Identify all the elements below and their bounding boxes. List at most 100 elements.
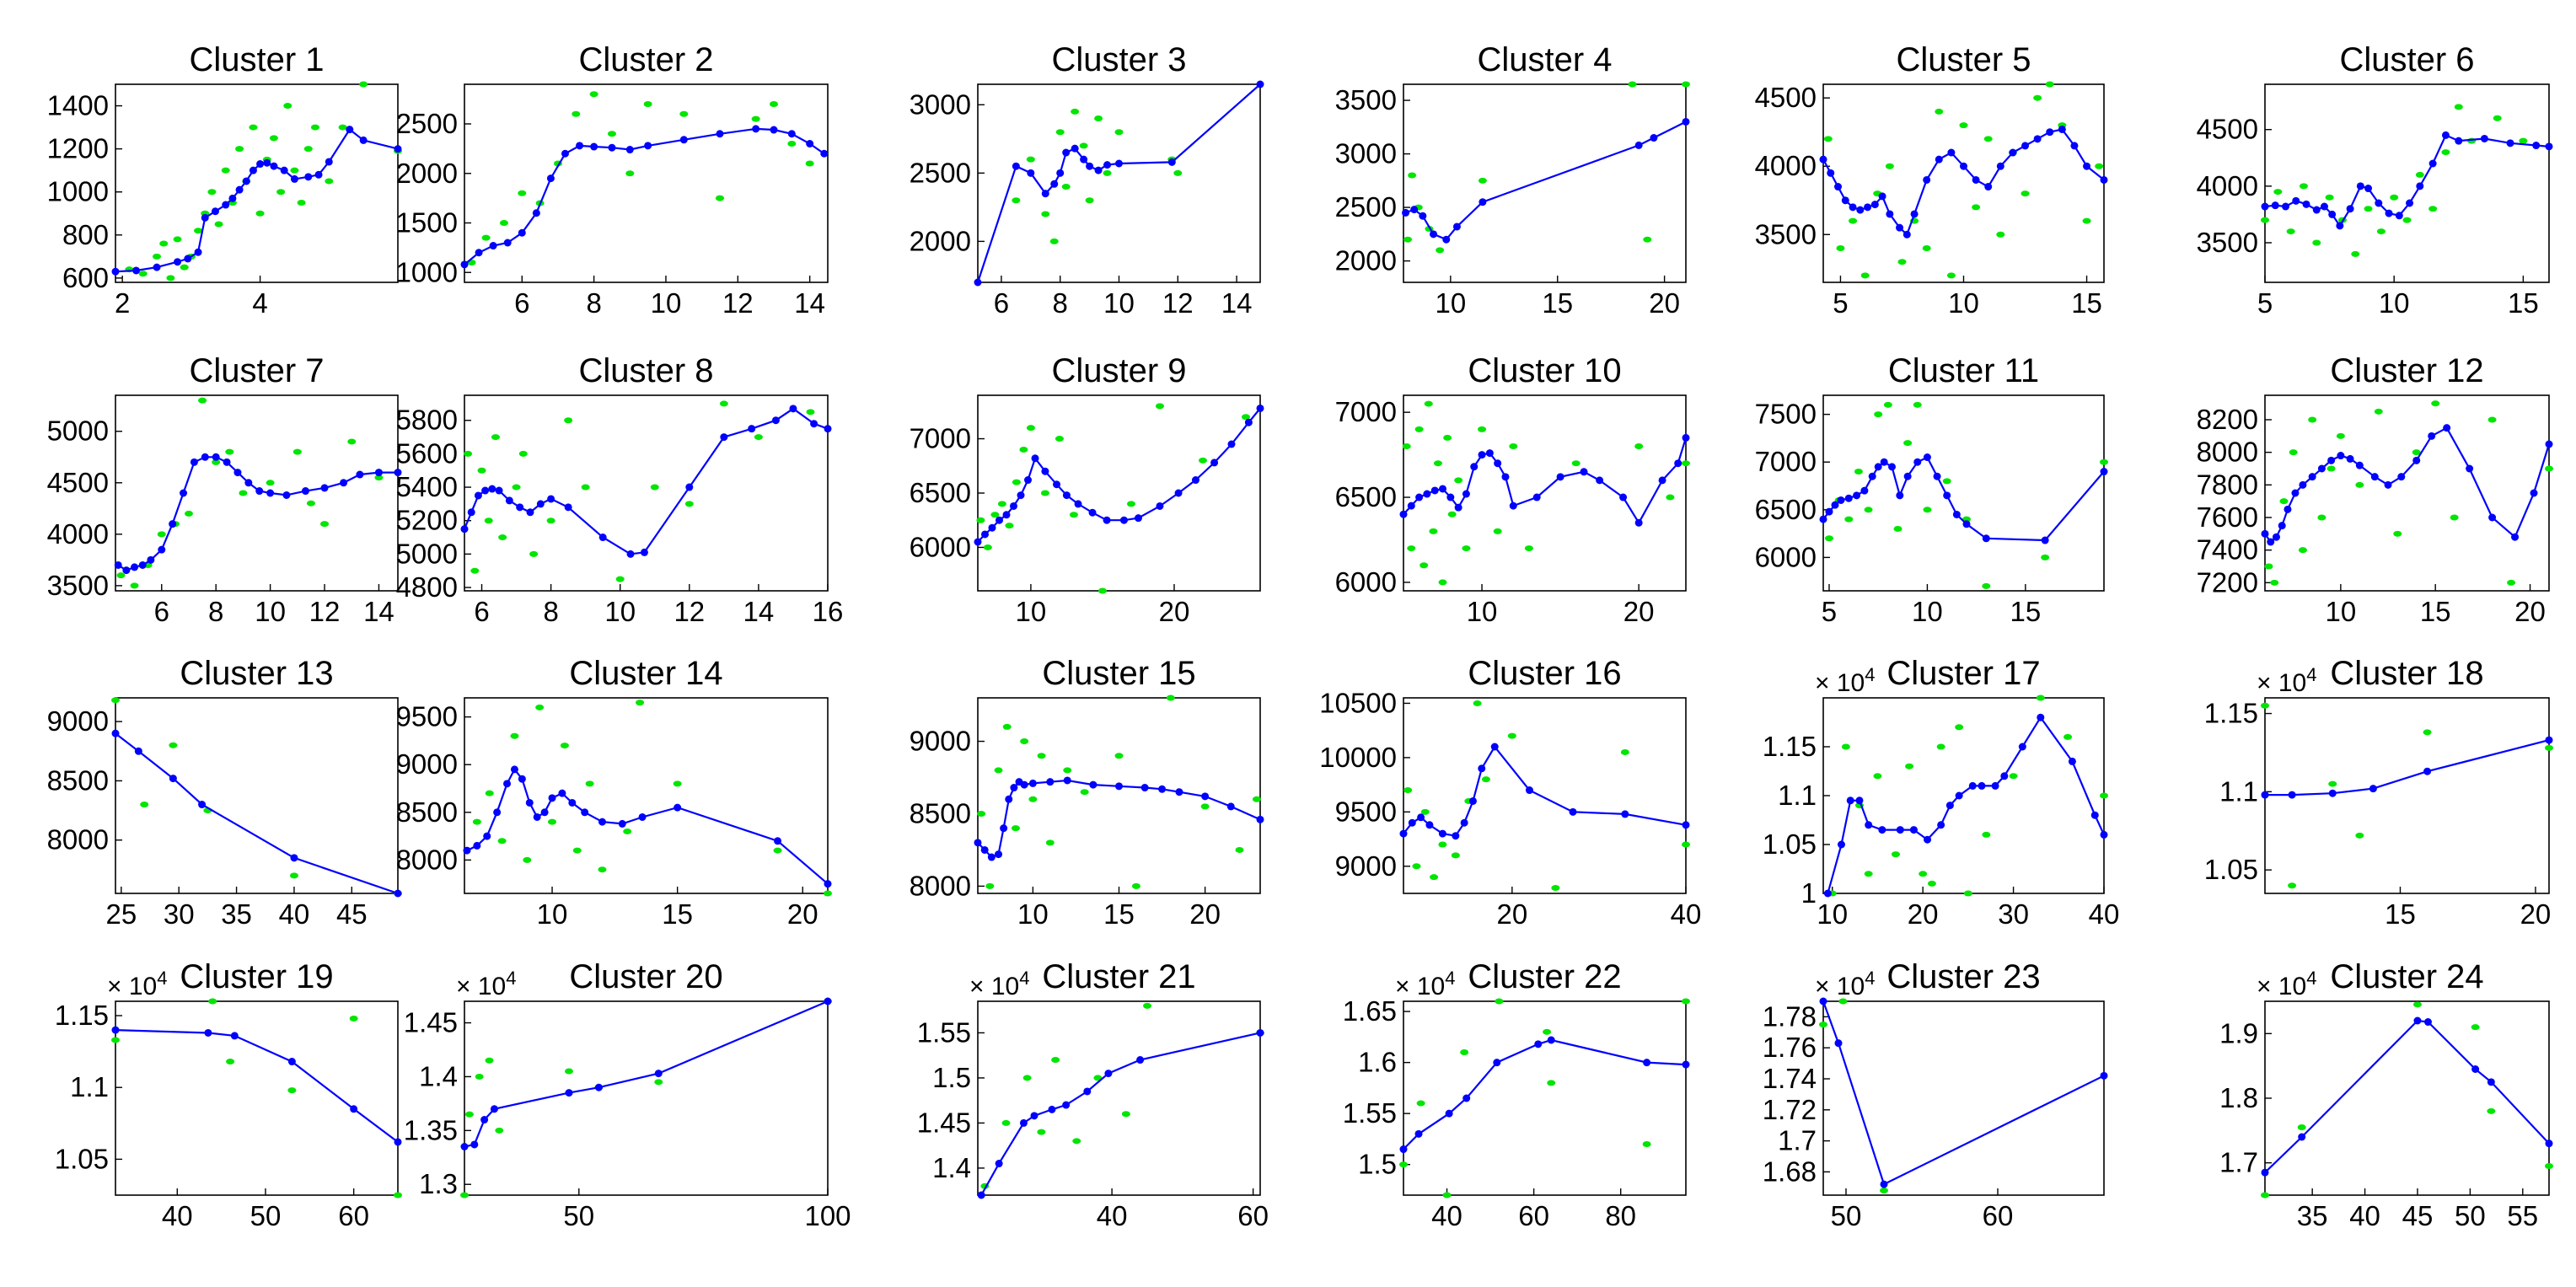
line-marker <box>1619 493 1628 501</box>
y-exponent-value: 4 <box>1019 968 1029 989</box>
series-line <box>2264 133 2550 228</box>
scatter-point <box>598 866 607 873</box>
line-marker <box>325 158 333 166</box>
y-tick-label: 4000 <box>47 518 109 550</box>
line-marker <box>716 130 724 138</box>
line-marker <box>974 839 982 847</box>
scatter-point <box>510 732 519 739</box>
axes-frame <box>977 697 1261 894</box>
line-marker <box>1041 467 1049 475</box>
y-tick-label: 3000 <box>1335 138 1397 169</box>
line-marker <box>204 1028 212 1037</box>
line-marker <box>1485 449 1494 458</box>
line-marker <box>2261 791 2269 799</box>
line-marker <box>1430 230 1438 239</box>
line-marker <box>1415 493 1424 501</box>
line-marker <box>1924 835 1932 844</box>
scatter-point <box>1080 789 1089 796</box>
y-tick-label: 3500 <box>1755 218 1817 249</box>
x-tick-label: 15 <box>2385 898 2416 930</box>
scatter-point <box>1682 460 1690 467</box>
scatter-point <box>572 847 582 854</box>
scatter-point <box>684 501 694 507</box>
line-marker <box>2100 1071 2108 1080</box>
x-tick-label: 5 <box>2257 287 2273 319</box>
line-marker <box>2532 142 2541 150</box>
x-tick-label: 40 <box>1431 1200 1462 1231</box>
line-marker <box>1846 796 1854 805</box>
line-marker <box>1417 813 1425 822</box>
line-marker <box>480 1116 489 1124</box>
line-marker <box>608 143 616 152</box>
y-tick-label: 1.45 <box>404 1007 458 1038</box>
scatter-point <box>1838 998 1848 1005</box>
line-marker <box>1509 501 1517 510</box>
line-marker <box>561 149 569 158</box>
scatter-point <box>1166 694 1175 701</box>
x-tick-label: 14 <box>743 596 775 627</box>
line-marker <box>2068 757 2076 765</box>
scatter-point <box>997 501 1006 507</box>
line-marker <box>244 479 253 487</box>
line-marker <box>111 729 120 737</box>
y-tick-label: 8000 <box>910 870 971 901</box>
line-marker <box>488 485 496 493</box>
line-marker <box>516 503 524 512</box>
y-tick-label: 4000 <box>1755 150 1817 181</box>
scatter-point <box>2312 239 2321 246</box>
line-marker <box>638 812 647 821</box>
line-marker <box>2506 139 2514 147</box>
scatter-point <box>754 434 763 441</box>
y-tick-label: 6000 <box>1755 541 1817 572</box>
subplot-21: Cluster 21 40 60 1.4 1.45 1.5 1.55 × 104 <box>917 958 1269 1231</box>
series-line <box>463 407 829 555</box>
scatter-point <box>2273 189 2283 196</box>
scatter-point <box>1841 743 1850 750</box>
line-marker <box>1020 780 1028 789</box>
line-marker <box>2385 209 2393 217</box>
line-marker <box>1158 785 1167 793</box>
line-marker <box>789 405 797 413</box>
line-marker <box>1650 134 1658 142</box>
x-tick-label: 14 <box>794 287 825 319</box>
scatter-point <box>1919 871 1928 877</box>
line-marker <box>2471 1065 2480 1073</box>
y-exponent-label: × 104 <box>107 968 167 1000</box>
scatter-point <box>1173 169 1183 176</box>
line-marker <box>473 841 481 850</box>
scatter-point <box>325 178 334 185</box>
x-tick-label: 16 <box>813 596 844 627</box>
line-marker <box>340 479 348 487</box>
scatter-point <box>1061 184 1071 190</box>
y-tick-label: 1.55 <box>917 1016 971 1048</box>
line-marker <box>211 207 219 216</box>
line-marker <box>2100 468 2108 476</box>
scatter-point <box>2431 400 2440 407</box>
scatter-point <box>518 450 528 457</box>
chart-title: Cluster 1 <box>189 41 324 78</box>
line-marker <box>2423 1018 2432 1027</box>
subplot-22: Cluster 22 40 60 80 1.5 1.55 1.6 1.65× 104 <box>1343 958 1690 1231</box>
y-tick-label: 6000 <box>910 531 971 562</box>
scatter-point <box>1955 724 1964 731</box>
scatter-point <box>1114 753 1124 759</box>
x-tick-label: 60 <box>1983 1200 2014 1231</box>
chart-title: Cluster 8 <box>578 352 713 389</box>
scatter-point <box>2351 250 2360 257</box>
scatter-point <box>990 512 1000 518</box>
line-marker <box>1423 490 1431 498</box>
scatter-point <box>1478 177 1487 184</box>
line-marker <box>481 486 490 495</box>
line-marker <box>2058 125 2066 133</box>
scatter-point <box>1963 890 1972 897</box>
y-tick-label: 1.35 <box>404 1114 458 1145</box>
axes-frame <box>1822 1000 2105 1196</box>
line-marker <box>111 267 120 276</box>
line-marker <box>2455 137 2463 145</box>
line-marker <box>720 433 728 442</box>
scatter-point <box>485 1057 494 1064</box>
x-tick-label: 6 <box>994 287 1009 319</box>
scatter-point <box>2393 530 2402 537</box>
x-tick-label: 60 <box>1518 1200 1549 1231</box>
scatter-point <box>1451 852 1460 859</box>
